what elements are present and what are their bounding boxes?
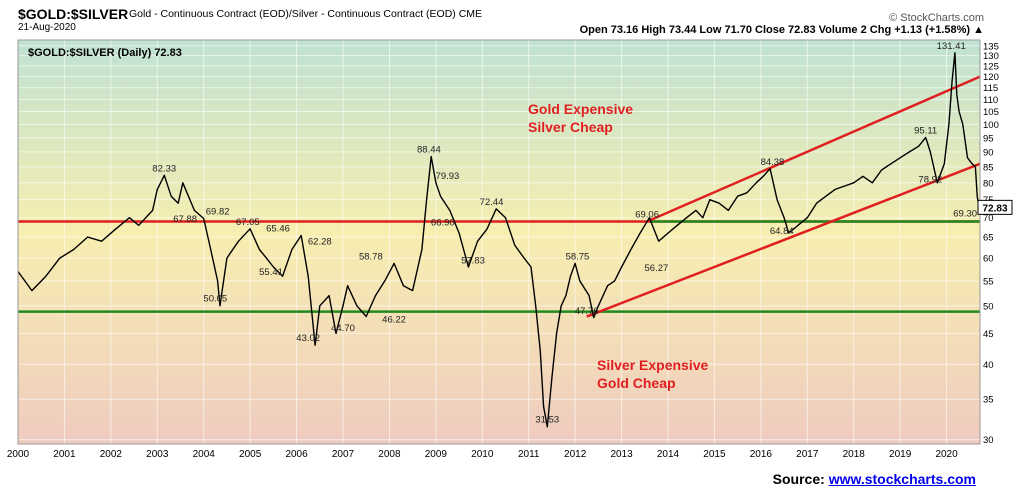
y-tick-label: 60 (983, 254, 994, 265)
y-tick-label: 130 (983, 51, 999, 62)
grid-lines (17, 40, 980, 444)
y-tick-label: 70 (983, 213, 994, 224)
point-label: 69.30 (953, 208, 977, 219)
x-tick-label: 2011 (518, 449, 540, 460)
y-tick-label: 65 (983, 233, 994, 244)
x-tick-label: 2009 (425, 449, 448, 460)
point-label: 66.90 (431, 218, 455, 229)
point-label: 47.76 (575, 306, 599, 317)
point-label: 46.22 (382, 314, 406, 325)
point-label: 69.82 (206, 206, 230, 217)
annotation-gold-cheap: Gold Cheap (597, 375, 676, 391)
point-label: 82.33 (152, 163, 176, 174)
point-label: 55.41 (259, 267, 283, 278)
point-label: 67.88 (173, 214, 197, 225)
y-tick-label: 85 (983, 162, 994, 173)
annotation-gold-expensive: Gold Expensive (528, 101, 633, 117)
point-label: 58.75 (566, 252, 590, 263)
y-tick-label: 135 (983, 41, 999, 52)
x-tick-label: 2018 (843, 449, 866, 460)
ohlc-summary: Open 73.16 High 73.44 Low 71.70 Close 72… (579, 24, 984, 36)
point-label: 58.78 (359, 251, 383, 262)
x-tick-label: 2012 (564, 449, 587, 460)
x-tick-label: 2019 (889, 449, 912, 460)
point-label: 64.84 (770, 226, 794, 237)
x-tick-label: 2000 (7, 449, 30, 460)
x-tick-label: 2001 (53, 449, 76, 460)
last-value-box (977, 199, 1013, 215)
annotation-silver-cheap: Silver Cheap (528, 119, 613, 135)
y-tick-label: 110 (983, 95, 998, 106)
y-tick-label: 45 (983, 329, 994, 340)
plot-frame (17, 39, 981, 445)
x-tick-label: 2010 (471, 449, 494, 460)
x-tick-label: 2005 (239, 449, 262, 460)
chart-symbol: $GOLD:$SILVER (18, 6, 129, 22)
source-note: Source: www.stockcharts.com (773, 471, 976, 487)
y-tick-label: 35 (983, 395, 994, 406)
x-tick-label: 2020 (935, 449, 958, 460)
axes: 3035404550556065707580859095100105110115… (7, 39, 1013, 460)
point-label: 57.83 (461, 256, 485, 267)
x-tick-label: 2008 (378, 449, 401, 460)
y-tick-label: 40 (983, 360, 994, 371)
plot-background (18, 40, 980, 444)
point-label: 31.53 (535, 415, 559, 426)
x-tick-label: 2002 (100, 449, 123, 460)
point-label: 78.92 (918, 174, 942, 185)
point-label: 72.44 (480, 197, 504, 208)
y-tick-label: 105 (983, 107, 999, 118)
y-tick-label: 115 (983, 83, 998, 94)
point-label: 67.05 (236, 217, 260, 228)
point-label: 50.05 (203, 294, 227, 305)
point-label: 84.38 (761, 157, 785, 168)
trend-channel-line (646, 75, 981, 223)
source-label: Source: (772, 471, 825, 487)
y-tick-label: 90 (983, 147, 994, 158)
point-label: 69.06 (635, 209, 659, 220)
level-lines (18, 75, 981, 318)
y-tick-label: 80 (983, 178, 994, 189)
x-tick-label: 2016 (750, 449, 773, 460)
stockcharts-credit: © StockCharts.com (889, 12, 984, 24)
y-tick-label: 50 (983, 301, 994, 312)
source-link[interactable]: www.stockcharts.com (828, 471, 976, 487)
point-label: 88.44 (417, 145, 441, 156)
x-tick-label: 2004 (193, 449, 216, 460)
point-label: 43.02 (296, 333, 320, 344)
y-tick-label: 30 (983, 435, 994, 446)
point-label: 65.46 (266, 223, 290, 234)
series-line (17, 52, 980, 428)
x-tick-label: 2014 (657, 449, 680, 460)
y-tick-label: 100 (983, 120, 999, 131)
annotation-silver-expensive: Silver Expensive (597, 357, 709, 373)
chart-description: Gold - Continuous Contract (EOD)/Silver … (129, 8, 483, 20)
point-label: 62.28 (308, 236, 332, 247)
x-tick-label: 2006 (285, 449, 308, 460)
y-tick-label: 95 (983, 133, 994, 144)
chart-date: 21-Aug-2020 (18, 22, 76, 33)
point-label: 95.11 (914, 125, 937, 136)
x-tick-label: 2013 (610, 449, 633, 460)
last-value-label: 72.83 (982, 203, 1007, 214)
x-tick-label: 2017 (796, 449, 819, 460)
trend-channel-line (586, 162, 981, 318)
y-tick-label: 120 (983, 72, 999, 83)
point-label: 44.70 (331, 323, 355, 334)
x-tick-label: 2003 (146, 449, 169, 460)
point-label: 79.93 (436, 171, 460, 182)
point-labels: 82.33 67.88 69.82 50.05 67.05 65.46 55.41 62.28… (152, 41, 977, 426)
series-legend: $GOLD:$SILVER (Daily) 72.83 (28, 47, 182, 59)
point-label: 131.41 (937, 41, 966, 52)
point-label: 56.27 (645, 263, 669, 274)
x-tick-label: 2007 (332, 449, 355, 460)
y-tick-label: 55 (983, 276, 994, 287)
y-tick-label: 125 (983, 61, 999, 72)
x-tick-label: 2015 (703, 449, 726, 460)
